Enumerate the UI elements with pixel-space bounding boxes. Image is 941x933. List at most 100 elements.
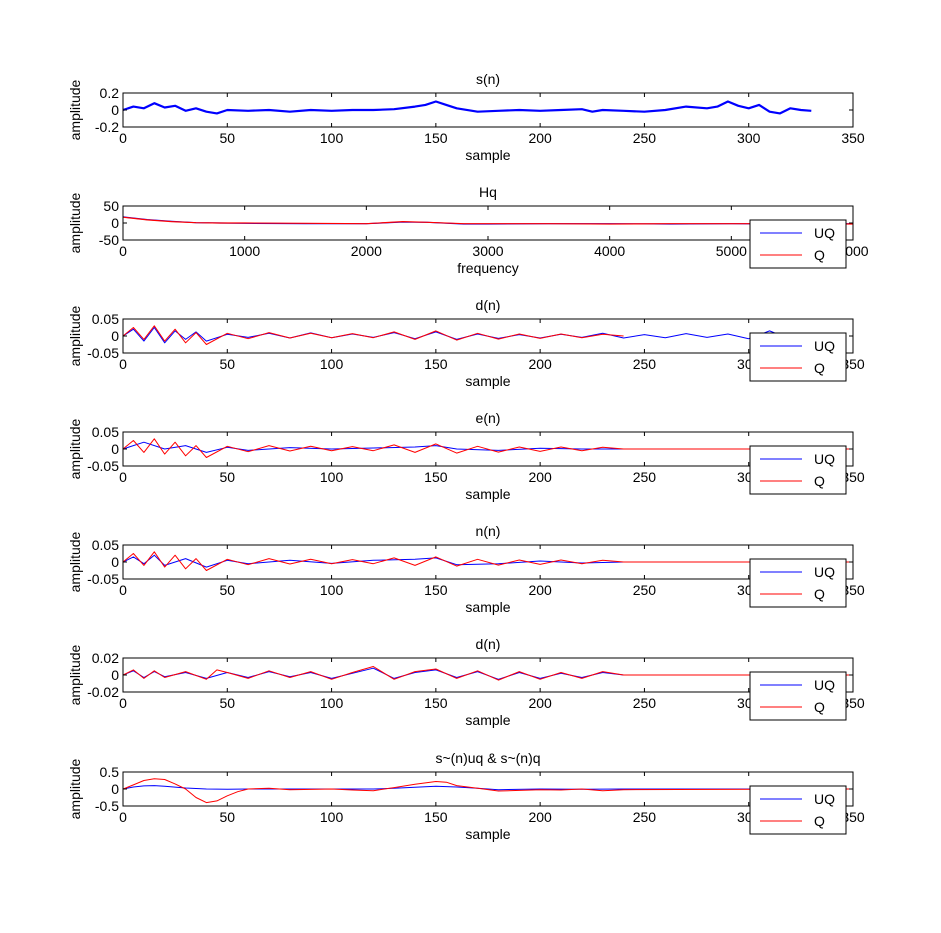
y-tick-label: 0.5 xyxy=(100,764,120,780)
x-axis-label: sample xyxy=(465,373,510,389)
legend: UQ Q xyxy=(749,785,847,835)
x-tick-label: 0 xyxy=(119,130,127,146)
y-tick-label: 0.02 xyxy=(92,650,119,666)
x-tick-label: 100 xyxy=(320,356,344,372)
x-tick-label: 50 xyxy=(219,695,235,711)
legend-label-q: Q xyxy=(814,247,825,263)
series-line-q xyxy=(123,325,624,345)
y-tick-label: -0.05 xyxy=(87,345,119,361)
legend: UQ Q xyxy=(749,558,847,608)
x-tick-label: 50 xyxy=(219,469,235,485)
y-axis-label: amplitude xyxy=(67,79,83,140)
subplot-2: 0 1000 2000 3000 4000 5000 6000-50050Hqfrequen… xyxy=(67,184,869,276)
x-tick-label: 2000 xyxy=(351,243,382,259)
x-tick-label: 200 xyxy=(528,469,552,485)
legend-label-q: Q xyxy=(814,813,825,829)
x-axis-label: sample xyxy=(465,712,510,728)
legend-box xyxy=(749,219,847,269)
legend-box xyxy=(749,785,847,835)
x-tick-label: 100 xyxy=(320,809,344,825)
series-line-uq xyxy=(123,327,812,344)
y-tick-label: 0 xyxy=(111,102,119,118)
legend-box xyxy=(749,671,847,721)
y-tick-label: 0.05 xyxy=(92,311,119,327)
y-axis-label: amplitude xyxy=(67,531,83,592)
chart-title: e(n) xyxy=(476,410,501,426)
y-tick-label: 50 xyxy=(103,198,119,214)
y-tick-label: -0.05 xyxy=(87,458,119,474)
legend-label-q: Q xyxy=(814,586,825,602)
x-tick-label: 50 xyxy=(219,356,235,372)
subplot-6: 0 50 100 150 200 250 300 350-0.0200.02d(n)sampl… xyxy=(67,636,865,728)
chart-title: d(n) xyxy=(476,636,501,652)
x-tick-label: 0 xyxy=(119,695,127,711)
subplot-5: 0 50 100 150 200 250 300 350-0.0500.05n(n)sampl… xyxy=(67,523,865,615)
x-tick-label: 250 xyxy=(633,356,657,372)
x-tick-label: 250 xyxy=(633,695,657,711)
legend: UQ Q xyxy=(749,332,847,382)
y-axis-label: amplitude xyxy=(67,644,83,705)
x-tick-label: 250 xyxy=(633,469,657,485)
y-tick-label: 0 xyxy=(111,554,119,570)
y-tick-label: 0.05 xyxy=(92,537,119,553)
x-tick-label: 350 xyxy=(841,130,865,146)
x-tick-label: 150 xyxy=(424,469,448,485)
chart-title: d(n) xyxy=(476,297,501,313)
x-tick-label: 150 xyxy=(424,809,448,825)
series-line-q xyxy=(123,216,853,225)
x-tick-label: 100 xyxy=(320,582,344,598)
legend-box xyxy=(749,332,847,382)
legend-label-uq: UQ xyxy=(814,677,835,693)
x-tick-label: 200 xyxy=(528,695,552,711)
y-tick-label: -0.2 xyxy=(95,119,119,135)
x-tick-label: 50 xyxy=(219,130,235,146)
series-line-uq xyxy=(123,441,853,453)
chart-title: s(n) xyxy=(476,71,500,87)
x-tick-label: 100 xyxy=(320,469,344,485)
y-axis-label: amplitude xyxy=(67,418,83,479)
x-tick-label: 1000 xyxy=(229,243,260,259)
x-tick-label: 0 xyxy=(119,356,127,372)
legend-label-uq: UQ xyxy=(814,225,835,241)
x-axis-label: sample xyxy=(465,599,510,615)
legend-label-uq: UQ xyxy=(814,791,835,807)
subplot-1: 0 50 100 150 200 250 300 350-0.200.2s(n)samplea… xyxy=(67,71,865,163)
x-tick-label: 200 xyxy=(528,582,552,598)
series-line-q xyxy=(123,666,853,681)
x-tick-label: 100 xyxy=(320,130,344,146)
y-tick-label: -0.05 xyxy=(87,571,119,587)
series-line-uq xyxy=(123,554,624,568)
x-tick-label: 250 xyxy=(633,130,657,146)
x-tick-label: 0 xyxy=(119,469,127,485)
x-tick-label: 350 xyxy=(841,809,865,825)
y-tick-label: 0 xyxy=(111,781,119,797)
series-line-q xyxy=(123,551,853,571)
x-tick-label: 4000 xyxy=(594,243,625,259)
y-tick-label: 0.2 xyxy=(100,85,120,101)
x-tick-label: 250 xyxy=(633,809,657,825)
x-axis-label: sample xyxy=(465,147,510,163)
y-tick-label: -0.5 xyxy=(95,798,119,814)
x-tick-label: 200 xyxy=(528,809,552,825)
series-line-s xyxy=(123,100,812,115)
y-tick-label: -0.02 xyxy=(87,684,119,700)
x-tick-label: 50 xyxy=(219,809,235,825)
y-tick-label: -50 xyxy=(99,232,119,248)
x-tick-label: 3000 xyxy=(472,243,503,259)
legend-label-q: Q xyxy=(814,699,825,715)
series-line-q xyxy=(123,778,853,804)
x-tick-label: 0 xyxy=(119,582,127,598)
x-tick-label: 0 xyxy=(119,243,127,259)
x-axis-label: sample xyxy=(465,486,510,502)
x-tick-label: 250 xyxy=(633,582,657,598)
x-tick-label: 200 xyxy=(528,130,552,146)
chart-title: s~(n)uq & s~(n)q xyxy=(435,750,540,766)
y-tick-label: 0 xyxy=(111,328,119,344)
legend-label-uq: UQ xyxy=(814,338,835,354)
series-line-q xyxy=(123,438,853,458)
x-tick-label: 100 xyxy=(320,695,344,711)
legend-box xyxy=(749,558,847,608)
y-tick-label: 0 xyxy=(111,441,119,457)
x-tick-label: 150 xyxy=(424,356,448,372)
